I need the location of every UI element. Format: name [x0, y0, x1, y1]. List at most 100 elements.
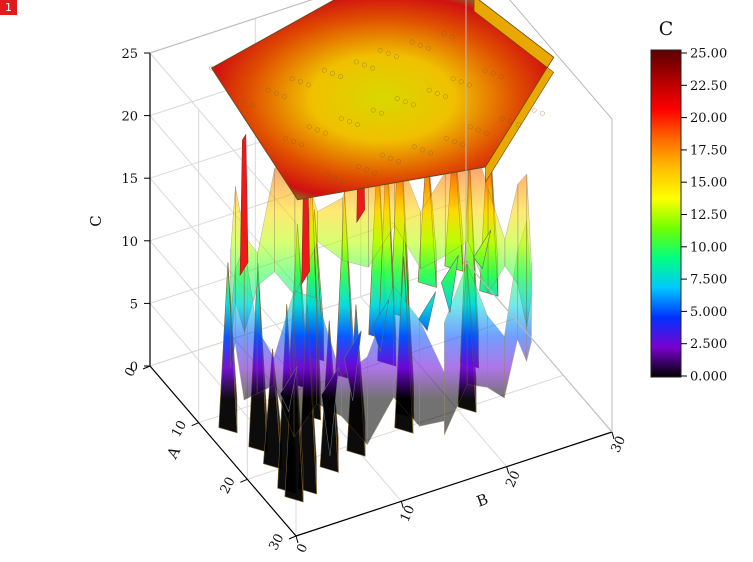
surface-trough — [473, 229, 492, 270]
plateau-texture — [402, 99, 408, 105]
plateau-texture — [378, 110, 384, 116]
surface-trough — [441, 255, 459, 313]
plateau-texture — [209, 65, 215, 71]
a-tick-mark — [142, 365, 151, 370]
plateau-texture — [411, 144, 417, 150]
plateau-texture — [515, 122, 521, 128]
plateau-texture — [323, 172, 329, 178]
z-tick-label: 5 — [130, 297, 138, 312]
plateau-texture — [539, 110, 545, 116]
surface-facet — [487, 188, 506, 295]
plateau-texture — [250, 102, 256, 108]
x-axis-title: A — [163, 444, 185, 463]
plateau-texture — [265, 87, 271, 93]
plateau-texture — [434, 90, 440, 96]
colorbar: C 25.00 22.50 20.00 17.50 15.00 12.50 10.00 7.5… — [650, 18, 727, 385]
plateau-texture — [306, 124, 312, 130]
colorbar-tick-label: 17.50 — [690, 143, 727, 158]
plateau-texture — [306, 82, 311, 88]
a-tick-label: 30 — [266, 532, 287, 554]
b-tick-label: 0 — [294, 542, 311, 556]
colorbar-tick-label: 22.50 — [690, 79, 727, 94]
b-tick-label: 30 — [609, 434, 630, 455]
colorbar-tick-label: 0.000 — [690, 370, 727, 385]
plateau-texture — [507, 119, 513, 125]
plateau-texture — [428, 150, 433, 156]
plateau-texture — [417, 42, 423, 48]
z-tick-label: 15 — [121, 172, 138, 187]
plateau-texture — [289, 76, 295, 82]
b-axis-line — [295, 431, 613, 537]
plateau-texture — [353, 59, 359, 65]
plateau-texture — [372, 170, 378, 176]
surface-facet — [419, 319, 445, 427]
plateau-texture — [393, 54, 399, 60]
plateau-texture — [531, 107, 537, 113]
plateau-texture — [396, 158, 401, 164]
plateau-texture — [370, 65, 375, 71]
z-tick-label: 25 — [121, 47, 138, 62]
plateau-texture — [442, 94, 448, 99]
a-tick-mark — [191, 422, 199, 427]
surface-trough — [343, 330, 362, 401]
z-tick-label: 20 — [121, 110, 138, 125]
a-tick-label: 20 — [218, 475, 239, 497]
plateau-texture — [443, 135, 449, 141]
plateau-texture — [332, 175, 337, 181]
plateau-texture — [467, 124, 473, 130]
plateau-texture — [458, 79, 464, 85]
plateau-texture — [499, 116, 505, 121]
b-tick-label: 20 — [503, 469, 524, 490]
b-tick-label: 10 — [398, 503, 419, 524]
plateau-texture — [475, 127, 481, 133]
plateau-texture — [425, 45, 431, 51]
plateau-texture — [441, 31, 447, 37]
a-tick-mark — [240, 478, 248, 483]
b-tick-mark — [400, 501, 404, 509]
plateau-texture — [355, 122, 360, 128]
colorbar-tick-label: 25.00 — [690, 47, 727, 62]
plateau-texture — [361, 62, 367, 68]
plateau-texture — [451, 139, 457, 144]
b-tick-mark — [295, 535, 299, 544]
plateau-texture — [364, 167, 369, 173]
plateau-texture — [340, 178, 346, 184]
surface-facet — [256, 327, 275, 395]
plateau-texture — [370, 107, 376, 113]
plateau-texture — [460, 142, 465, 148]
colorbar-ticks: 25.00 22.50 20.00 17.50 15.00 12.50 10.00 7.500… — [681, 47, 727, 385]
plateau-texture — [387, 155, 393, 161]
colorbar-tick-label: 5.000 — [690, 305, 727, 320]
plateau-texture — [426, 87, 432, 93]
surface-trough — [279, 366, 298, 413]
box-edge — [465, 261, 613, 433]
plateau-texture — [314, 127, 320, 133]
surface-column — [239, 133, 249, 277]
plateau-texture — [291, 138, 296, 144]
plateau-texture — [466, 82, 472, 88]
plateau-texture — [355, 164, 361, 170]
plateau-texture — [379, 152, 385, 158]
plateau-texture — [299, 142, 305, 148]
z-axis-title: C — [87, 215, 105, 226]
a-axis-line — [149, 365, 297, 537]
a-tick-mark — [288, 535, 297, 540]
colorbar-tick-label: 20.00 — [690, 111, 727, 126]
figure-number-badge: 1 — [0, 0, 17, 15]
axis-frame — [149, 0, 613, 537]
z-tick-label: 0 — [130, 360, 138, 375]
box-edge — [149, 0, 313, 54]
colorbar-title: C — [659, 18, 674, 40]
plateau-texture — [338, 115, 344, 121]
surface-trough — [321, 367, 339, 457]
b-tick-mark — [506, 466, 510, 474]
plateau-texture — [282, 135, 288, 141]
colorbar-tick-label: 12.50 — [690, 208, 727, 223]
plateau-texture — [241, 99, 247, 105]
surface-facet — [504, 183, 519, 286]
colorbar-tick-label: 10.00 — [690, 240, 727, 255]
plateau-texture — [323, 130, 328, 136]
plateau-texture — [385, 51, 391, 56]
plateau-texture — [394, 96, 400, 102]
plateau-texture — [377, 47, 383, 53]
